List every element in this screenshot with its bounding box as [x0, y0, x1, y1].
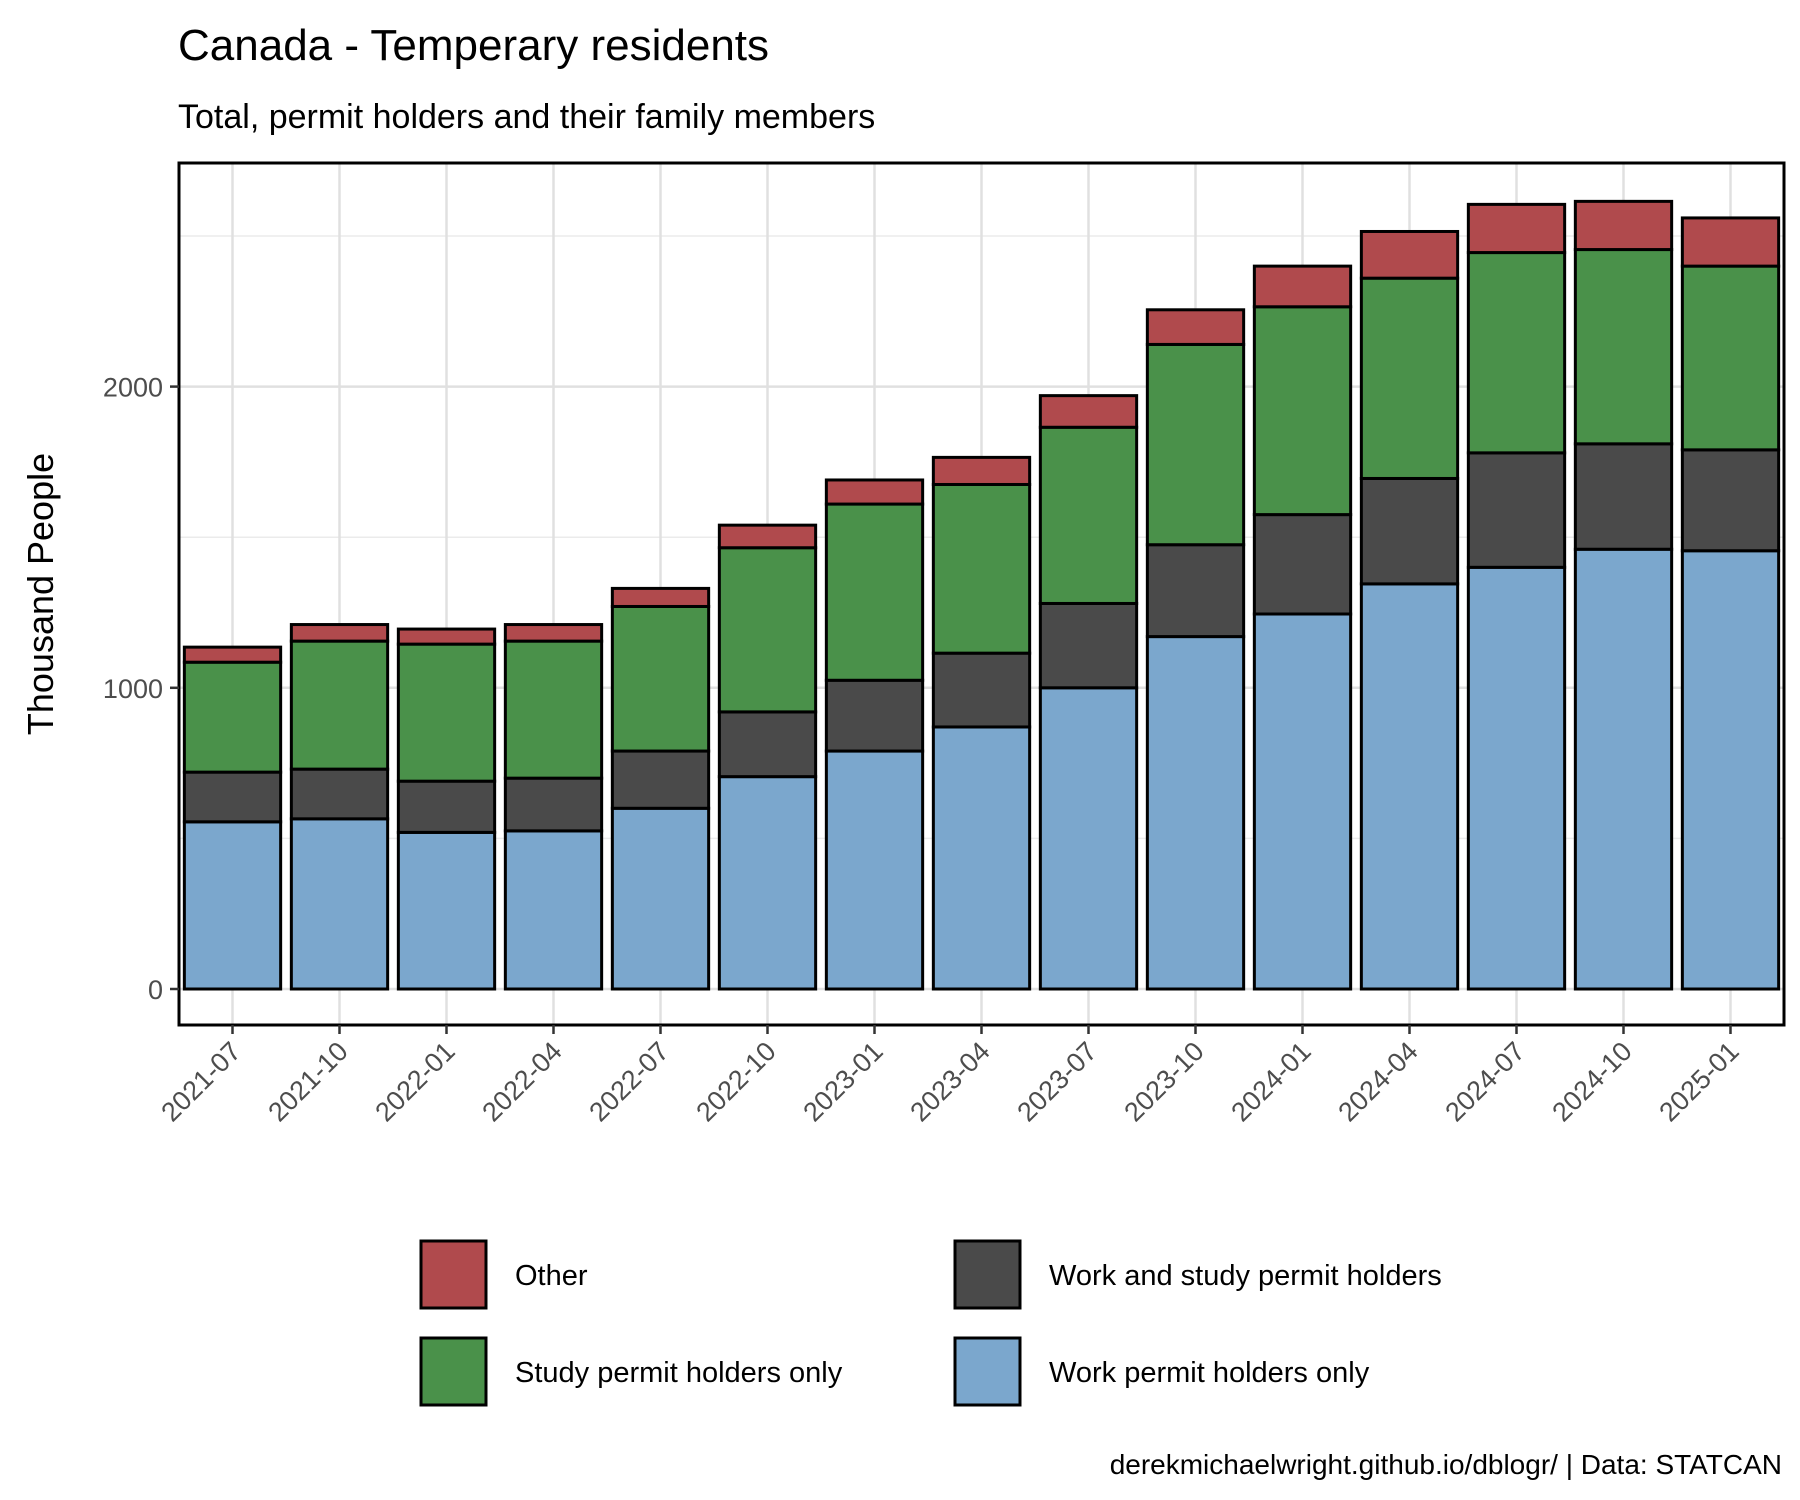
bar-segment — [396, 830, 497, 991]
bar-segment — [1573, 199, 1674, 252]
bar-segment — [1466, 251, 1567, 455]
x-tick-label: 2023-10 — [1118, 1036, 1209, 1127]
bar-segment — [1573, 442, 1674, 551]
bars-layer — [182, 199, 1781, 991]
x-tick-label: 2025-01 — [1653, 1036, 1744, 1127]
x-tick-label: 2023-04 — [904, 1036, 995, 1127]
bar-segment — [396, 779, 497, 834]
legend-label: Study permit holders only — [515, 1357, 843, 1389]
x-tick-label: 2024-04 — [1332, 1036, 1423, 1127]
bar-segment — [824, 749, 925, 991]
bar-segment — [1680, 549, 1781, 991]
bar-segment — [1252, 264, 1353, 309]
legend-label: Work permit holders only — [1049, 1357, 1370, 1389]
bar-segment — [1359, 476, 1460, 586]
bar-segment — [182, 770, 283, 824]
bar-segment — [1573, 248, 1674, 446]
bar-segment — [1252, 612, 1353, 991]
bar-segment — [1038, 394, 1139, 429]
bar-segment — [1252, 513, 1353, 616]
y-axis-label: Thousand People — [20, 453, 61, 735]
bar-segment — [1466, 565, 1567, 991]
bar-segment — [1038, 425, 1139, 605]
bar-segment — [1680, 264, 1781, 452]
bar-segment — [289, 639, 390, 771]
y-tick-label: 0 — [148, 975, 163, 1005]
bar-segment — [503, 623, 604, 643]
bar-segment — [824, 678, 925, 753]
legend-label: Work and study permit holders — [1049, 1260, 1442, 1292]
bar-segment — [931, 482, 1032, 655]
bar-segment — [1145, 543, 1246, 639]
legend-swatch — [419, 1239, 488, 1310]
bar-segment — [396, 627, 497, 646]
bar-segment — [717, 546, 818, 714]
bar-segment — [1145, 342, 1246, 547]
x-tick-label: 2021-07 — [155, 1036, 246, 1127]
x-tick-label: 2022-01 — [369, 1036, 460, 1127]
bar-segment — [503, 829, 604, 991]
legend: Other Work and study permit holders Study … — [419, 1239, 1442, 1407]
bar-segment — [1680, 216, 1781, 268]
chart-caption: derekmichaelwright.github.io/dblogr/ | D… — [1110, 1449, 1782, 1480]
x-tick-label: 2022-04 — [476, 1036, 567, 1127]
bar-segment — [1145, 308, 1246, 346]
bar-segment — [1466, 451, 1567, 569]
x-tick-label: 2021-10 — [262, 1036, 353, 1127]
x-tick-label: 2024-07 — [1439, 1036, 1530, 1127]
bar-segment — [289, 623, 390, 643]
bar-segment — [1573, 547, 1674, 991]
x-tick-label: 2022-10 — [690, 1036, 781, 1127]
bar-segment — [931, 455, 1032, 486]
bar-segment — [1038, 686, 1139, 991]
bar-segment — [182, 645, 283, 664]
x-tick-label: 2023-07 — [1011, 1036, 1102, 1127]
bar-segment — [610, 749, 711, 810]
x-tick-label: 2023-01 — [797, 1036, 888, 1127]
x-tick-label: 2024-10 — [1546, 1036, 1637, 1127]
bar-segment — [717, 710, 818, 779]
bar-segment — [610, 604, 711, 753]
chart-title: Canada - Temperary residents — [178, 21, 769, 70]
legend-swatch — [953, 1336, 1022, 1407]
bar-segment — [503, 776, 604, 833]
bar-segment — [1038, 601, 1139, 690]
bar-segment — [182, 820, 283, 991]
x-tick-label: 2022-07 — [583, 1036, 674, 1127]
bar-segment — [1359, 582, 1460, 991]
bar-segment — [931, 725, 1032, 991]
bar-segment — [610, 586, 711, 608]
bar-segment — [717, 775, 818, 991]
bar-segment — [1252, 305, 1353, 517]
y-tick-label: 2000 — [103, 373, 163, 403]
bar-segment — [824, 478, 925, 506]
bar-segment — [1359, 229, 1460, 280]
y-tick-label: 1000 — [103, 674, 163, 704]
bar-segment — [931, 651, 1032, 729]
chart-subtitle: Total, permit holders and their family m… — [178, 98, 875, 136]
legend-swatch — [953, 1239, 1022, 1310]
legend-swatch — [419, 1336, 488, 1407]
bar-segment — [610, 806, 711, 991]
bar-segment — [289, 817, 390, 991]
legend-label: Other — [515, 1260, 588, 1292]
bar-segment — [182, 660, 283, 774]
bar-segment — [1680, 448, 1781, 553]
bar-segment — [289, 767, 390, 821]
x-tick-label: 2024-01 — [1225, 1036, 1316, 1127]
bar-segment — [396, 642, 497, 783]
bar-segment — [1466, 202, 1567, 255]
bar-segment — [1145, 635, 1246, 991]
bar-segment — [1359, 276, 1460, 480]
bar-segment — [824, 502, 925, 682]
bar-segment — [717, 523, 818, 550]
bar-segment — [503, 639, 604, 780]
